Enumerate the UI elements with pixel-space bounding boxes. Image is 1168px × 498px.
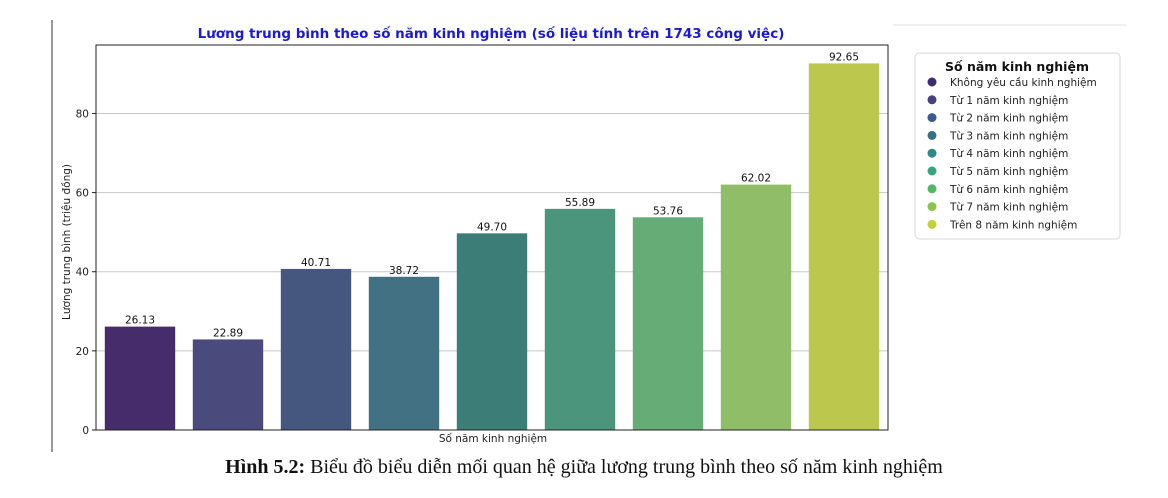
legend-box	[914, 52, 1121, 240]
caption-label: Hình 5.2:	[225, 456, 306, 478]
legend-marker	[927, 166, 937, 176]
legend-marker	[927, 113, 937, 123]
y-axis-label: Lương trung bình (triệu đồng)	[61, 164, 73, 320]
legend-item-label: Trên 8 năm kinh nghiệm	[949, 219, 1077, 231]
y-tick-label: 20	[76, 346, 89, 358]
legend-marker	[927, 95, 937, 105]
caption-text: Biểu đồ biểu diễn mối quan hệ giữa lương…	[305, 456, 943, 478]
legend-title: Số năm kinh nghiệm	[945, 59, 1089, 74]
plot-frame	[95, 44, 889, 431]
y-tick-label: 0	[82, 425, 89, 437]
legend-item-label: Từ 6 năm kinh nghiệm	[949, 184, 1068, 196]
bar	[456, 233, 528, 430]
legend-marker	[927, 148, 937, 158]
legend-item-label: Từ 7 năm kinh nghiệm	[949, 202, 1068, 214]
bar	[544, 208, 616, 430]
bar	[720, 184, 792, 430]
bar-value-label: 92.65	[829, 51, 859, 63]
bar	[368, 276, 440, 430]
legend-marker	[927, 184, 937, 194]
bar-value-label: 40.71	[301, 257, 331, 269]
legend-marker	[927, 202, 937, 212]
bar-value-label: 38.72	[389, 265, 419, 277]
bar	[104, 326, 176, 430]
legend-item-label: Từ 5 năm kinh nghiệm	[949, 166, 1068, 178]
bar	[280, 268, 352, 430]
y-tick-label: 80	[76, 108, 89, 120]
legend-item-label: Từ 4 năm kinh nghiệm	[949, 148, 1068, 160]
bar-value-label: 62.02	[741, 173, 771, 185]
bar-value-label: 26.13	[125, 315, 155, 327]
legend-marker	[927, 77, 937, 87]
chart-title: Lương trung bình theo số năm kinh nghiệm…	[198, 25, 785, 42]
y-tick-label: 40	[76, 267, 89, 279]
legend-marker	[927, 219, 937, 229]
legend-item-label: Từ 1 năm kinh nghiệm	[949, 95, 1068, 107]
legend-item-label: Từ 2 năm kinh nghiệm	[949, 113, 1068, 125]
x-axis-label: Số năm kinh nghiệm	[439, 433, 547, 445]
bar-value-label: 53.76	[653, 205, 683, 217]
bar	[808, 63, 880, 430]
bar-value-label: 49.70	[477, 221, 507, 233]
legend-item-label: Không yêu cầu kinh nghiệm	[950, 77, 1097, 89]
bar	[192, 339, 264, 430]
bar-value-label: 55.89	[565, 197, 595, 209]
bar-value-label: 22.89	[213, 327, 243, 339]
legend-marker	[927, 130, 937, 140]
figure-caption: Hình 5.2: Biểu đồ biểu diễn mối quan hệ …	[0, 456, 1168, 479]
legend-item-label: Từ 3 năm kinh nghiệm	[949, 130, 1068, 142]
bar	[632, 217, 704, 430]
y-tick-label: 60	[76, 188, 89, 200]
